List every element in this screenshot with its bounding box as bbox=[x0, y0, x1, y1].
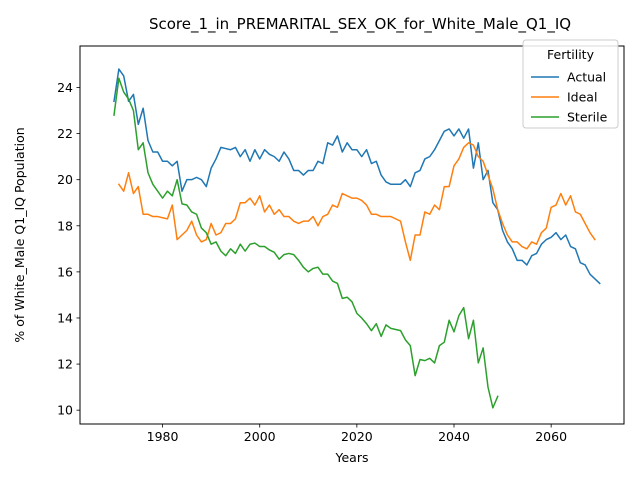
x-axis: 1980 2000 2020 2040 2060 bbox=[147, 424, 567, 444]
series-line-actual bbox=[113, 68, 601, 285]
legend-title: Fertility bbox=[547, 47, 595, 62]
y-tick-label: 16 bbox=[57, 264, 73, 279]
legend-label-ideal: Ideal bbox=[567, 90, 597, 105]
x-axis-label: Years bbox=[335, 450, 369, 465]
series-line-ideal bbox=[117, 142, 596, 262]
chart-title: Score_1_in_PREMARITAL_SEX_OK_for_White_M… bbox=[149, 15, 571, 34]
series-line-sterile bbox=[113, 77, 499, 409]
x-tick-label: 2000 bbox=[244, 429, 276, 444]
y-axis: 10 12 14 16 18 20 22 24 bbox=[57, 80, 80, 418]
y-tick-label: 18 bbox=[57, 218, 73, 233]
y-tick-label: 24 bbox=[57, 80, 73, 95]
legend-label-sterile: Sterile bbox=[567, 110, 608, 125]
legend-box bbox=[522, 39, 619, 129]
y-tick-label: 12 bbox=[57, 357, 73, 372]
legend-label-actual: Actual bbox=[567, 70, 606, 85]
y-tick-label: 22 bbox=[57, 126, 73, 141]
x-tick-label: 1980 bbox=[147, 429, 179, 444]
y-tick-label: 10 bbox=[57, 403, 73, 418]
x-tick-label: 2040 bbox=[438, 429, 470, 444]
x-tick-label: 2060 bbox=[535, 429, 567, 444]
legend: Fertility Actual Ideal Sterile bbox=[522, 39, 619, 129]
x-tick-label: 2020 bbox=[341, 429, 373, 444]
y-axis-label: % of White_Male Q1_IQ Population bbox=[12, 127, 27, 342]
plot-area bbox=[113, 68, 601, 409]
plot-frame bbox=[79, 45, 625, 425]
y-tick-label: 14 bbox=[57, 310, 73, 325]
y-tick-label: 20 bbox=[57, 172, 73, 187]
